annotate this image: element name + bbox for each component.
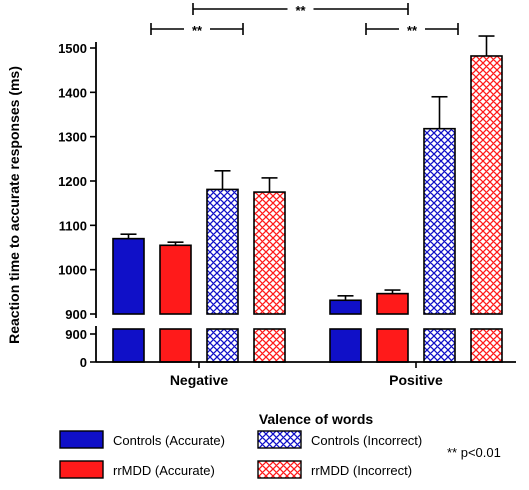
bar-positive-2: [376, 292, 409, 315]
bar-lower-positive-2: [376, 328, 409, 363]
legend: Controls (Accurate) rrMDD (Accurate) Contr…: [59, 430, 422, 479]
y-tick-label: 1200: [58, 174, 87, 189]
legend-swatch-1: [59, 430, 104, 449]
y-tick-label: 0: [80, 355, 87, 370]
y-tick-label: 900: [65, 307, 87, 322]
y-tick-label: 900: [65, 327, 87, 342]
bar-negative-1: [112, 237, 145, 315]
bar-positive-3: [423, 127, 456, 315]
bar-negative-2: [159, 244, 192, 315]
bar-positive-4: [470, 55, 503, 315]
legend-swatch-2: [59, 460, 104, 479]
legend-label-2: rrMDD (Accurate): [113, 463, 215, 478]
y-tick-label: 1300: [58, 130, 87, 145]
axis-break-gap: [88, 316, 518, 328]
significance-note: ** p<0.01: [447, 445, 501, 460]
bar-lower-positive-4: [470, 328, 503, 363]
bar-lower-positive-1: [329, 328, 362, 363]
significance-layer: ** ** **: [150, 2, 459, 38]
sig-label: **: [192, 23, 203, 38]
x-tick-label-positive: Positive: [389, 372, 443, 388]
error-bars-layer: [120, 35, 495, 301]
sig-label-bg: [399, 22, 425, 36]
sig-label-bg: [184, 22, 210, 36]
legend-swatch-4: [257, 460, 302, 479]
sig-label-bg: [287, 2, 314, 16]
axes-layer: 900 1000 1100 1200 1300 1400 1500 0 900 Negative P…: [58, 41, 518, 388]
bar-positive-1: [329, 299, 362, 315]
bar-lower-negative-1: [112, 328, 145, 363]
y-tick-label: 1100: [59, 218, 87, 233]
legend-label-3: Controls (Incorrect): [311, 433, 422, 448]
bar-lower-negative-2: [159, 328, 192, 363]
sig-label: **: [407, 23, 418, 38]
legend-swatch-3: [257, 430, 302, 449]
y-tick-label: 1400: [58, 85, 87, 100]
bar-lower-negative-4: [253, 328, 286, 363]
y-tick-label: 1000: [58, 263, 87, 278]
legend-label-1: Controls (Accurate): [113, 433, 225, 448]
y-tick-label: 1500: [58, 41, 87, 56]
sig-label: **: [295, 3, 306, 18]
bar-negative-4: [253, 191, 286, 315]
bar-lower-negative-3: [206, 328, 239, 363]
legend-label-4: rrMDD (Incorrect): [311, 463, 412, 478]
bar-lower-positive-3: [423, 328, 456, 363]
y-axis-title: Reaction time to accurate responses (ms): [6, 66, 22, 344]
x-axis-title: Valence of words: [259, 411, 374, 427]
bar-negative-3: [206, 188, 239, 315]
x-tick-label-negative: Negative: [170, 372, 229, 388]
